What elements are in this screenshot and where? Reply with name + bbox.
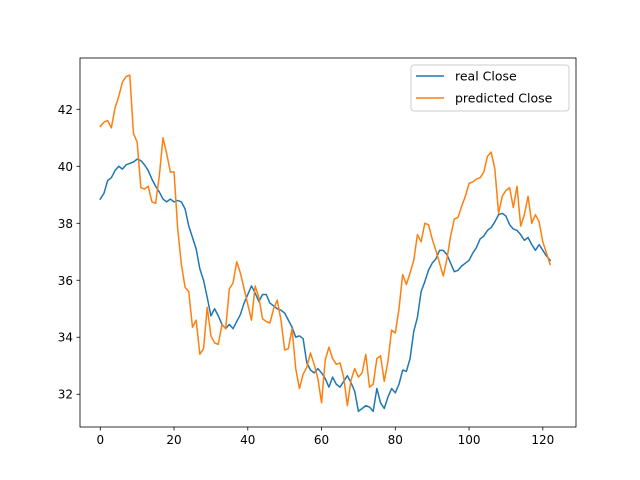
series-line-1 xyxy=(99,74,552,407)
x-tick-label: 120 xyxy=(531,433,554,447)
x-tick-label: 20 xyxy=(166,433,181,447)
legend-box xyxy=(410,64,570,112)
y-tick-label: 42 xyxy=(58,103,73,117)
y-tick-label: 40 xyxy=(58,160,73,174)
y-tick-label: 36 xyxy=(58,274,73,288)
y-tick-label: 38 xyxy=(58,217,73,231)
legend-label-0: real Close xyxy=(455,69,517,84)
x-tick-label: 40 xyxy=(240,433,255,447)
y-tick-label: 32 xyxy=(58,388,73,402)
plot-series xyxy=(99,74,552,413)
legend-label-1: predicted Close xyxy=(455,91,553,106)
x-tick-label: 0 xyxy=(96,433,104,447)
x-axis: 0 20 40 60 80 100 120 xyxy=(96,427,554,447)
x-tick-label: 60 xyxy=(314,433,329,447)
x-tick-label: 100 xyxy=(458,433,481,447)
y-axis: 32 34 36 38 40 42 xyxy=(58,103,80,402)
y-tick-label: 34 xyxy=(58,331,73,345)
legend: real Close predicted Close xyxy=(410,64,570,112)
x-tick-label: 80 xyxy=(388,433,403,447)
plot-frame xyxy=(79,57,577,428)
